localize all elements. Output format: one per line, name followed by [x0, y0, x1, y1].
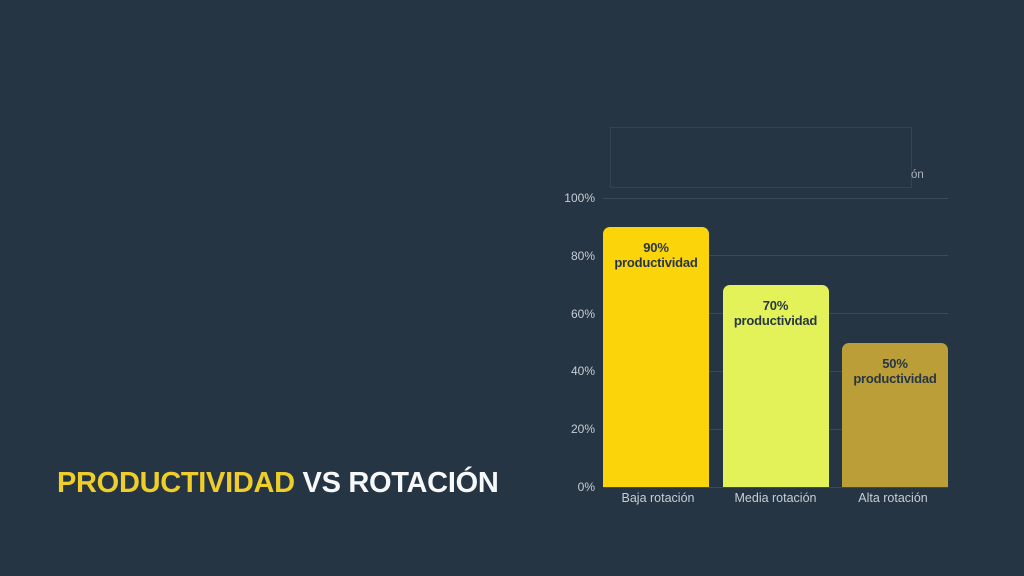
y-axis-tick-label: 20% [570, 422, 595, 437]
bar-baja-rotación: 90% productividad [603, 226, 709, 487]
bars-container: 90% productividad 70% productividad 50% produ… [603, 226, 948, 487]
x-axis-category-label: Media rotación [734, 491, 817, 505]
gridline [603, 255, 948, 257]
y-axis-tick-label: 60% [570, 306, 595, 321]
y-axis-tick-label: 100% [564, 191, 595, 205]
bar-media-rotación: 70% productividad [722, 284, 829, 487]
y-axis-tick-label: 0% [577, 480, 595, 494]
title-accent-text: PRODUCTIVIDAD [57, 467, 295, 499]
bar-value-caption: productividad [614, 254, 698, 270]
bar-value-percent: 90% [643, 239, 669, 255]
bar-value-label: 50% productividad [842, 343, 948, 386]
slide-title: PRODUCTIVIDAD VS ROTACIÓN [57, 467, 499, 500]
bar-value-caption: productividad [733, 312, 818, 328]
bar-value-label: 90% productividad [603, 227, 709, 270]
title-rest-text: VS ROTACIÓN [294, 467, 499, 499]
y-axis-tick-label: 80% [570, 248, 595, 263]
bar-alta-rotación: 50% productividad [842, 342, 948, 487]
bar-value-label: 70% productividad [723, 285, 829, 328]
gridline [603, 486, 948, 488]
gridline [603, 197, 948, 199]
bar-value-percent: 70% [762, 297, 789, 313]
x-axis-labels: Baja rotación Media rotación Alta rotación [603, 491, 948, 505]
legend-box-outline [610, 127, 912, 188]
x-axis-category-label: Alta rotación [858, 491, 928, 505]
clipped-legend-text: ón [911, 169, 924, 181]
x-axis-category-label: Baja rotación [621, 491, 695, 505]
bar-value-percent: 50% [882, 355, 908, 371]
bar-value-caption: productividad [853, 370, 937, 386]
y-axis-tick-label: 40% [570, 364, 595, 379]
